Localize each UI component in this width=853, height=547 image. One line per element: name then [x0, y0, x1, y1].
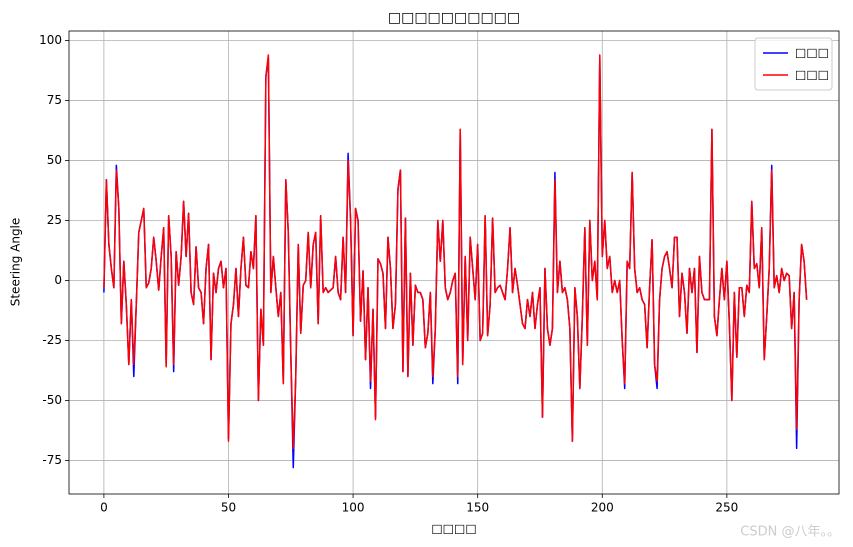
x-tick-label: 200 — [591, 501, 614, 515]
y-tick-label: -25 — [42, 333, 62, 347]
data-line — [103, 54, 808, 450]
y-tick-label: 50 — [47, 153, 62, 167]
x-tick-label: 0 — [100, 501, 108, 515]
x-tick-label: 150 — [466, 501, 489, 515]
watermark: CSDN @八年。。 — [740, 525, 840, 540]
x-tick-label: 100 — [342, 501, 365, 515]
y-tick-label: 0 — [54, 273, 62, 287]
y-tick-label: 100 — [39, 33, 62, 47]
plot-frame — [68, 30, 840, 495]
x-tick-label: 50 — [221, 501, 236, 515]
legend-box — [754, 37, 833, 91]
y-axis-label: Steering Angle — [9, 218, 23, 307]
y-tick-label: 75 — [47, 93, 62, 107]
y-tick-label: -50 — [42, 393, 62, 407]
y-tick-label: -75 — [42, 453, 62, 467]
x-tick-label: 250 — [715, 501, 738, 515]
x-axis-label: □□□□ — [431, 522, 476, 536]
y-tick-label: 25 — [47, 213, 62, 227]
chart-title: □□□□□□□□□□ — [388, 10, 520, 26]
legend-label: □□□ — [795, 46, 829, 60]
legend-label: □□□ — [795, 68, 829, 82]
